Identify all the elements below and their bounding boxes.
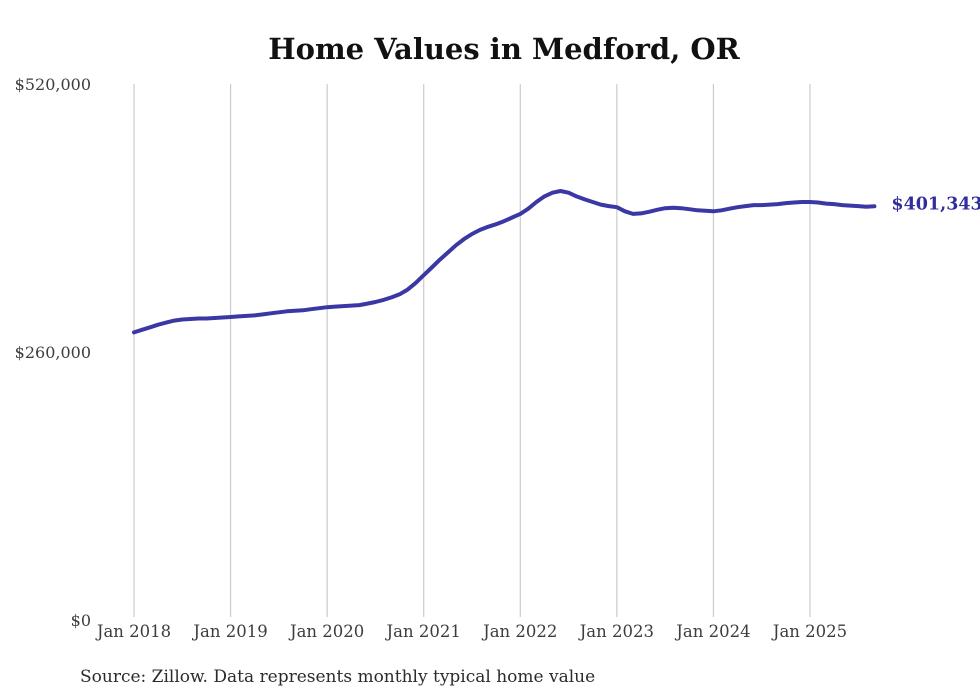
x-tick-label: Jan 2021 [385,622,461,641]
y-axis-labels: $520,000 $260,000 $0 [15,75,91,630]
y-tick-label: $0 [71,611,91,630]
gridlines-group [133,84,811,617]
y-tick-label: $260,000 [15,343,91,362]
y-tick-label: $520,000 [15,75,91,94]
x-tick-label: Jan 2024 [674,622,750,641]
chart-title: Home Values in Medford, OR [268,32,740,66]
x-tick-label: Jan 2022 [481,622,557,641]
value-line [132,189,877,335]
x-tick-label: Jan 2018 [95,622,171,641]
x-tick-label: Jan 2023 [578,622,654,641]
x-tick-label: Jan 2019 [191,622,267,641]
end-value-label: $401,343 [891,194,980,214]
x-axis-labels: Jan 2018 Jan 2019 Jan 2020 Jan 2021 Jan 2022… [95,622,847,641]
x-tick-label: Jan 2020 [288,622,364,641]
x-tick-label: Jan 2025 [771,622,847,641]
source-note: Source: Zillow. Data represents monthly … [80,667,595,687]
